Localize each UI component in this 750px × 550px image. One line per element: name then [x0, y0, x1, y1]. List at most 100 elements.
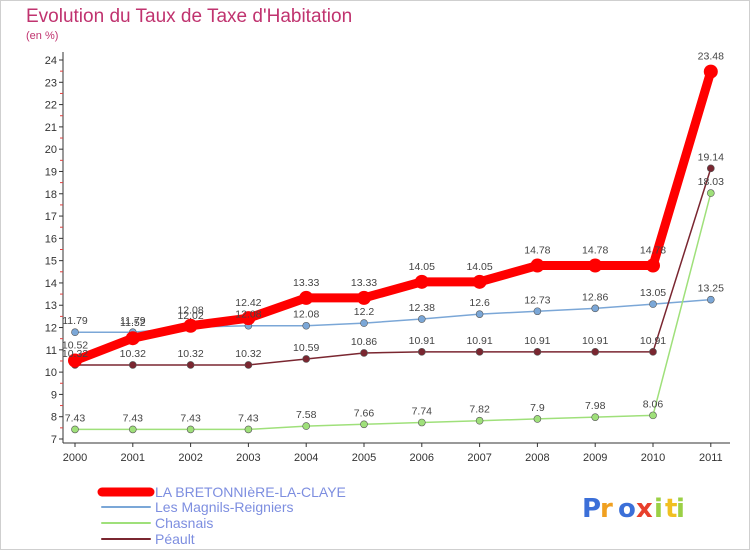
data-point [417, 418, 426, 427]
data-label: 7.9 [530, 402, 545, 414]
y-tick-label: 24 [45, 55, 57, 67]
x-tick-label: 2008 [525, 452, 549, 464]
data-point [357, 290, 371, 305]
data-point [241, 311, 256, 326]
data-point [183, 318, 198, 333]
series-line-2 [75, 192, 712, 431]
data-point [186, 361, 195, 369]
x-tick-label: 2006 [410, 452, 434, 464]
legend-label: Péault [155, 531, 195, 547]
x-tick-label: 2010 [641, 452, 665, 464]
data-label: 10.32 [177, 348, 203, 360]
data-point [68, 353, 82, 368]
data-label: 11.79 [120, 315, 146, 327]
data-point [360, 420, 368, 429]
data-point [533, 415, 542, 423]
data-label: 12.42 [235, 297, 261, 309]
series-line-0 [73, 70, 716, 365]
y-tick-label: 11 [46, 345, 57, 357]
y-tick-label: 18 [45, 189, 57, 201]
data-label: 14.05 [409, 261, 435, 273]
data-point [706, 295, 715, 304]
series-lines [68, 64, 718, 434]
x-tick-label: 2002 [178, 452, 202, 464]
data-label: 7.74 [412, 406, 433, 418]
data-label: 12.6 [469, 297, 490, 309]
data-label: 7.98 [585, 400, 606, 412]
data-point [414, 274, 429, 289]
data-label: 14.78 [582, 245, 608, 257]
data-label: 10.91 [466, 335, 492, 347]
data-point [649, 300, 657, 308]
legend-label: Les Magnils-Reigniers [155, 499, 294, 515]
data-point [649, 348, 657, 356]
data-point [533, 348, 542, 356]
data-label: 12.73 [524, 294, 550, 306]
data-label: 12.08 [177, 305, 203, 317]
logo-letter: r [600, 494, 613, 524]
x-tick-label: 2001 [121, 452, 145, 464]
data-label: 10.91 [409, 335, 435, 347]
chart-unit-label: (en %) [26, 30, 59, 42]
data-point [302, 321, 311, 330]
x-tick-label: 2000 [63, 452, 87, 464]
data-label: 7.43 [65, 412, 86, 424]
data-point [302, 355, 311, 363]
data-label: 12.02 [177, 310, 203, 322]
y-tick-label: 16 [45, 233, 57, 245]
logo-letter: i [676, 494, 685, 524]
x-tick-label: 2005 [352, 452, 376, 464]
data-point [417, 315, 426, 323]
data-point [588, 258, 603, 273]
data-label: 13.05 [640, 287, 666, 299]
data-point [703, 64, 718, 79]
y-tick-label: 22 [45, 100, 57, 112]
data-point [129, 425, 137, 434]
data-label: 19.14 [698, 151, 724, 163]
chart-title: Evolution du Taux de Taxe d'Habitation [26, 6, 353, 27]
y-tick-label: 21 [45, 122, 57, 134]
data-label: 10.91 [524, 335, 550, 347]
x-tick-label: 2003 [236, 452, 260, 464]
data-point [125, 331, 140, 346]
data-label: 14.05 [466, 261, 492, 273]
data-point [472, 274, 487, 289]
data-label: 10.32 [235, 348, 261, 360]
data-label: 10.59 [293, 342, 319, 354]
logo-letter: o [618, 494, 636, 524]
y-tick-label: 13 [45, 300, 57, 312]
data-point [186, 425, 195, 434]
y-tick-label: 10 [45, 367, 57, 379]
data-point [71, 328, 79, 337]
legend-label: LA BRETONNIèRE-LA-CLAYE [155, 484, 346, 500]
data-label: 10.32 [120, 348, 146, 360]
logo-letter: t [665, 494, 677, 524]
data-label: 7.43 [123, 412, 144, 424]
data-label: 14.78 [524, 245, 550, 257]
data-label: 10.91 [640, 335, 666, 347]
data-label: 8.06 [643, 398, 664, 410]
chart-axes: 7 8 9 10 11 12 13 14 15 16 17 18 19 20 21 22 23 24 2000 200… [45, 52, 730, 464]
data-label: 10.86 [351, 336, 377, 348]
data-point [129, 361, 137, 369]
data-point [530, 258, 545, 273]
data-label: 12.08 [235, 309, 261, 321]
logo-letter: x [636, 494, 653, 524]
data-label: 23.48 [698, 51, 724, 63]
data-label: 13.33 [351, 277, 377, 289]
data-label: 11.52 [120, 317, 146, 329]
data-label: 18.03 [698, 176, 724, 188]
series-line-3 [75, 168, 712, 366]
data-label: 12.38 [409, 302, 435, 314]
data-point [706, 189, 715, 197]
data-label: 7.82 [469, 404, 490, 416]
y-tick-label: 14 [45, 278, 57, 290]
data-label: 13.25 [698, 283, 724, 295]
data-label: 12.2 [354, 306, 375, 318]
data-point [591, 413, 600, 421]
data-label: 10.52 [62, 340, 88, 352]
